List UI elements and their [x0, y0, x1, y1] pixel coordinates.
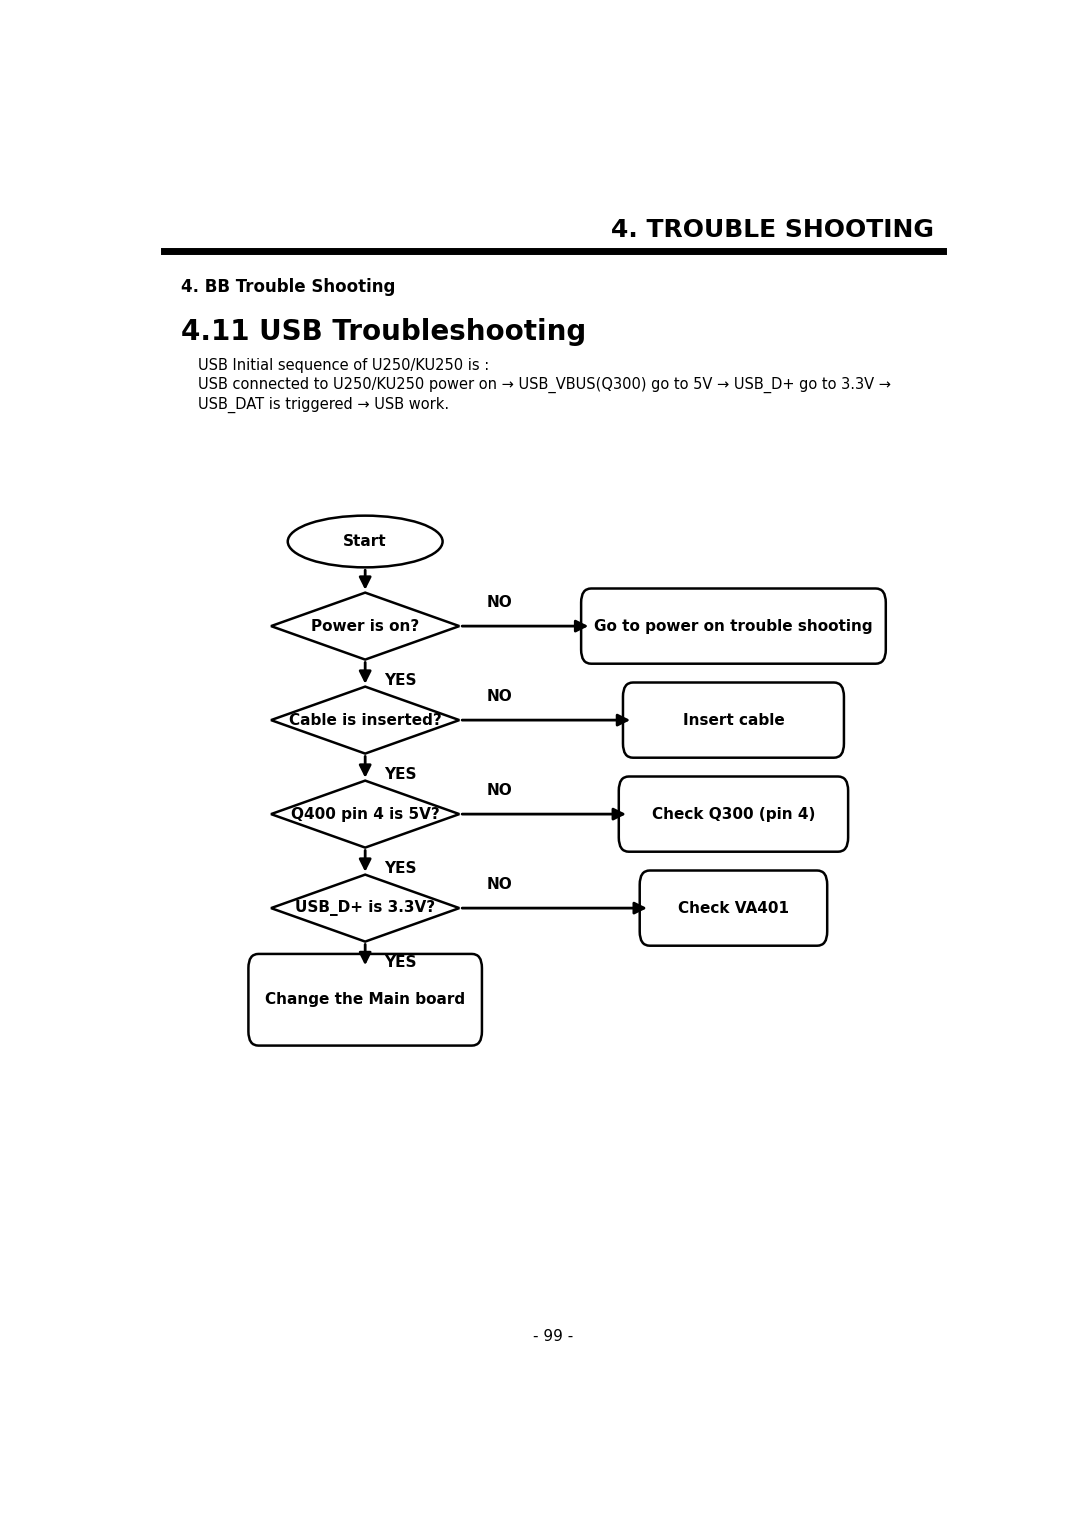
Text: NO: NO [487, 690, 512, 703]
FancyBboxPatch shape [248, 954, 482, 1045]
Text: NO: NO [487, 783, 512, 798]
Text: Go to power on trouble shooting: Go to power on trouble shooting [594, 618, 873, 633]
Text: 4.11 USB Troubleshooting: 4.11 USB Troubleshooting [181, 319, 586, 346]
Text: Q400 pin 4 is 5V?: Q400 pin 4 is 5V? [291, 807, 440, 821]
FancyBboxPatch shape [619, 777, 848, 852]
Text: Check VA401: Check VA401 [678, 900, 789, 916]
Text: YES: YES [384, 768, 417, 783]
Polygon shape [271, 874, 459, 942]
Text: USB_D+ is 3.3V?: USB_D+ is 3.3V? [295, 900, 435, 916]
Polygon shape [271, 687, 459, 754]
Text: YES: YES [384, 673, 417, 688]
Text: USB Initial sequence of U250/KU250 is :: USB Initial sequence of U250/KU250 is : [198, 357, 489, 372]
Text: - 99 -: - 99 - [534, 1329, 573, 1344]
Text: USB_DAT is triggered → USB work.: USB_DAT is triggered → USB work. [198, 397, 449, 414]
Text: Cable is inserted?: Cable is inserted? [288, 713, 442, 728]
Polygon shape [271, 781, 459, 847]
FancyBboxPatch shape [581, 589, 886, 664]
FancyBboxPatch shape [639, 870, 827, 946]
Text: Change the Main board: Change the Main board [265, 992, 465, 1007]
Ellipse shape [287, 516, 443, 568]
Text: Start: Start [343, 534, 387, 549]
Text: USB connected to U250/KU250 power on → USB_VBUS(Q300) go to 5V → USB_D+ go to 3.: USB connected to U250/KU250 power on → U… [198, 377, 891, 394]
Polygon shape [271, 592, 459, 659]
Text: 4. TROUBLE SHOOTING: 4. TROUBLE SHOOTING [611, 218, 934, 243]
Text: 4. BB Trouble Shooting: 4. BB Trouble Shooting [181, 278, 395, 296]
Text: Insert cable: Insert cable [683, 713, 784, 728]
Text: YES: YES [384, 955, 417, 971]
Text: NO: NO [487, 877, 512, 893]
Text: Power is on?: Power is on? [311, 618, 419, 633]
Text: Check Q300 (pin 4): Check Q300 (pin 4) [651, 807, 815, 821]
Text: NO: NO [487, 595, 512, 610]
Text: YES: YES [384, 861, 417, 876]
FancyBboxPatch shape [623, 682, 843, 758]
